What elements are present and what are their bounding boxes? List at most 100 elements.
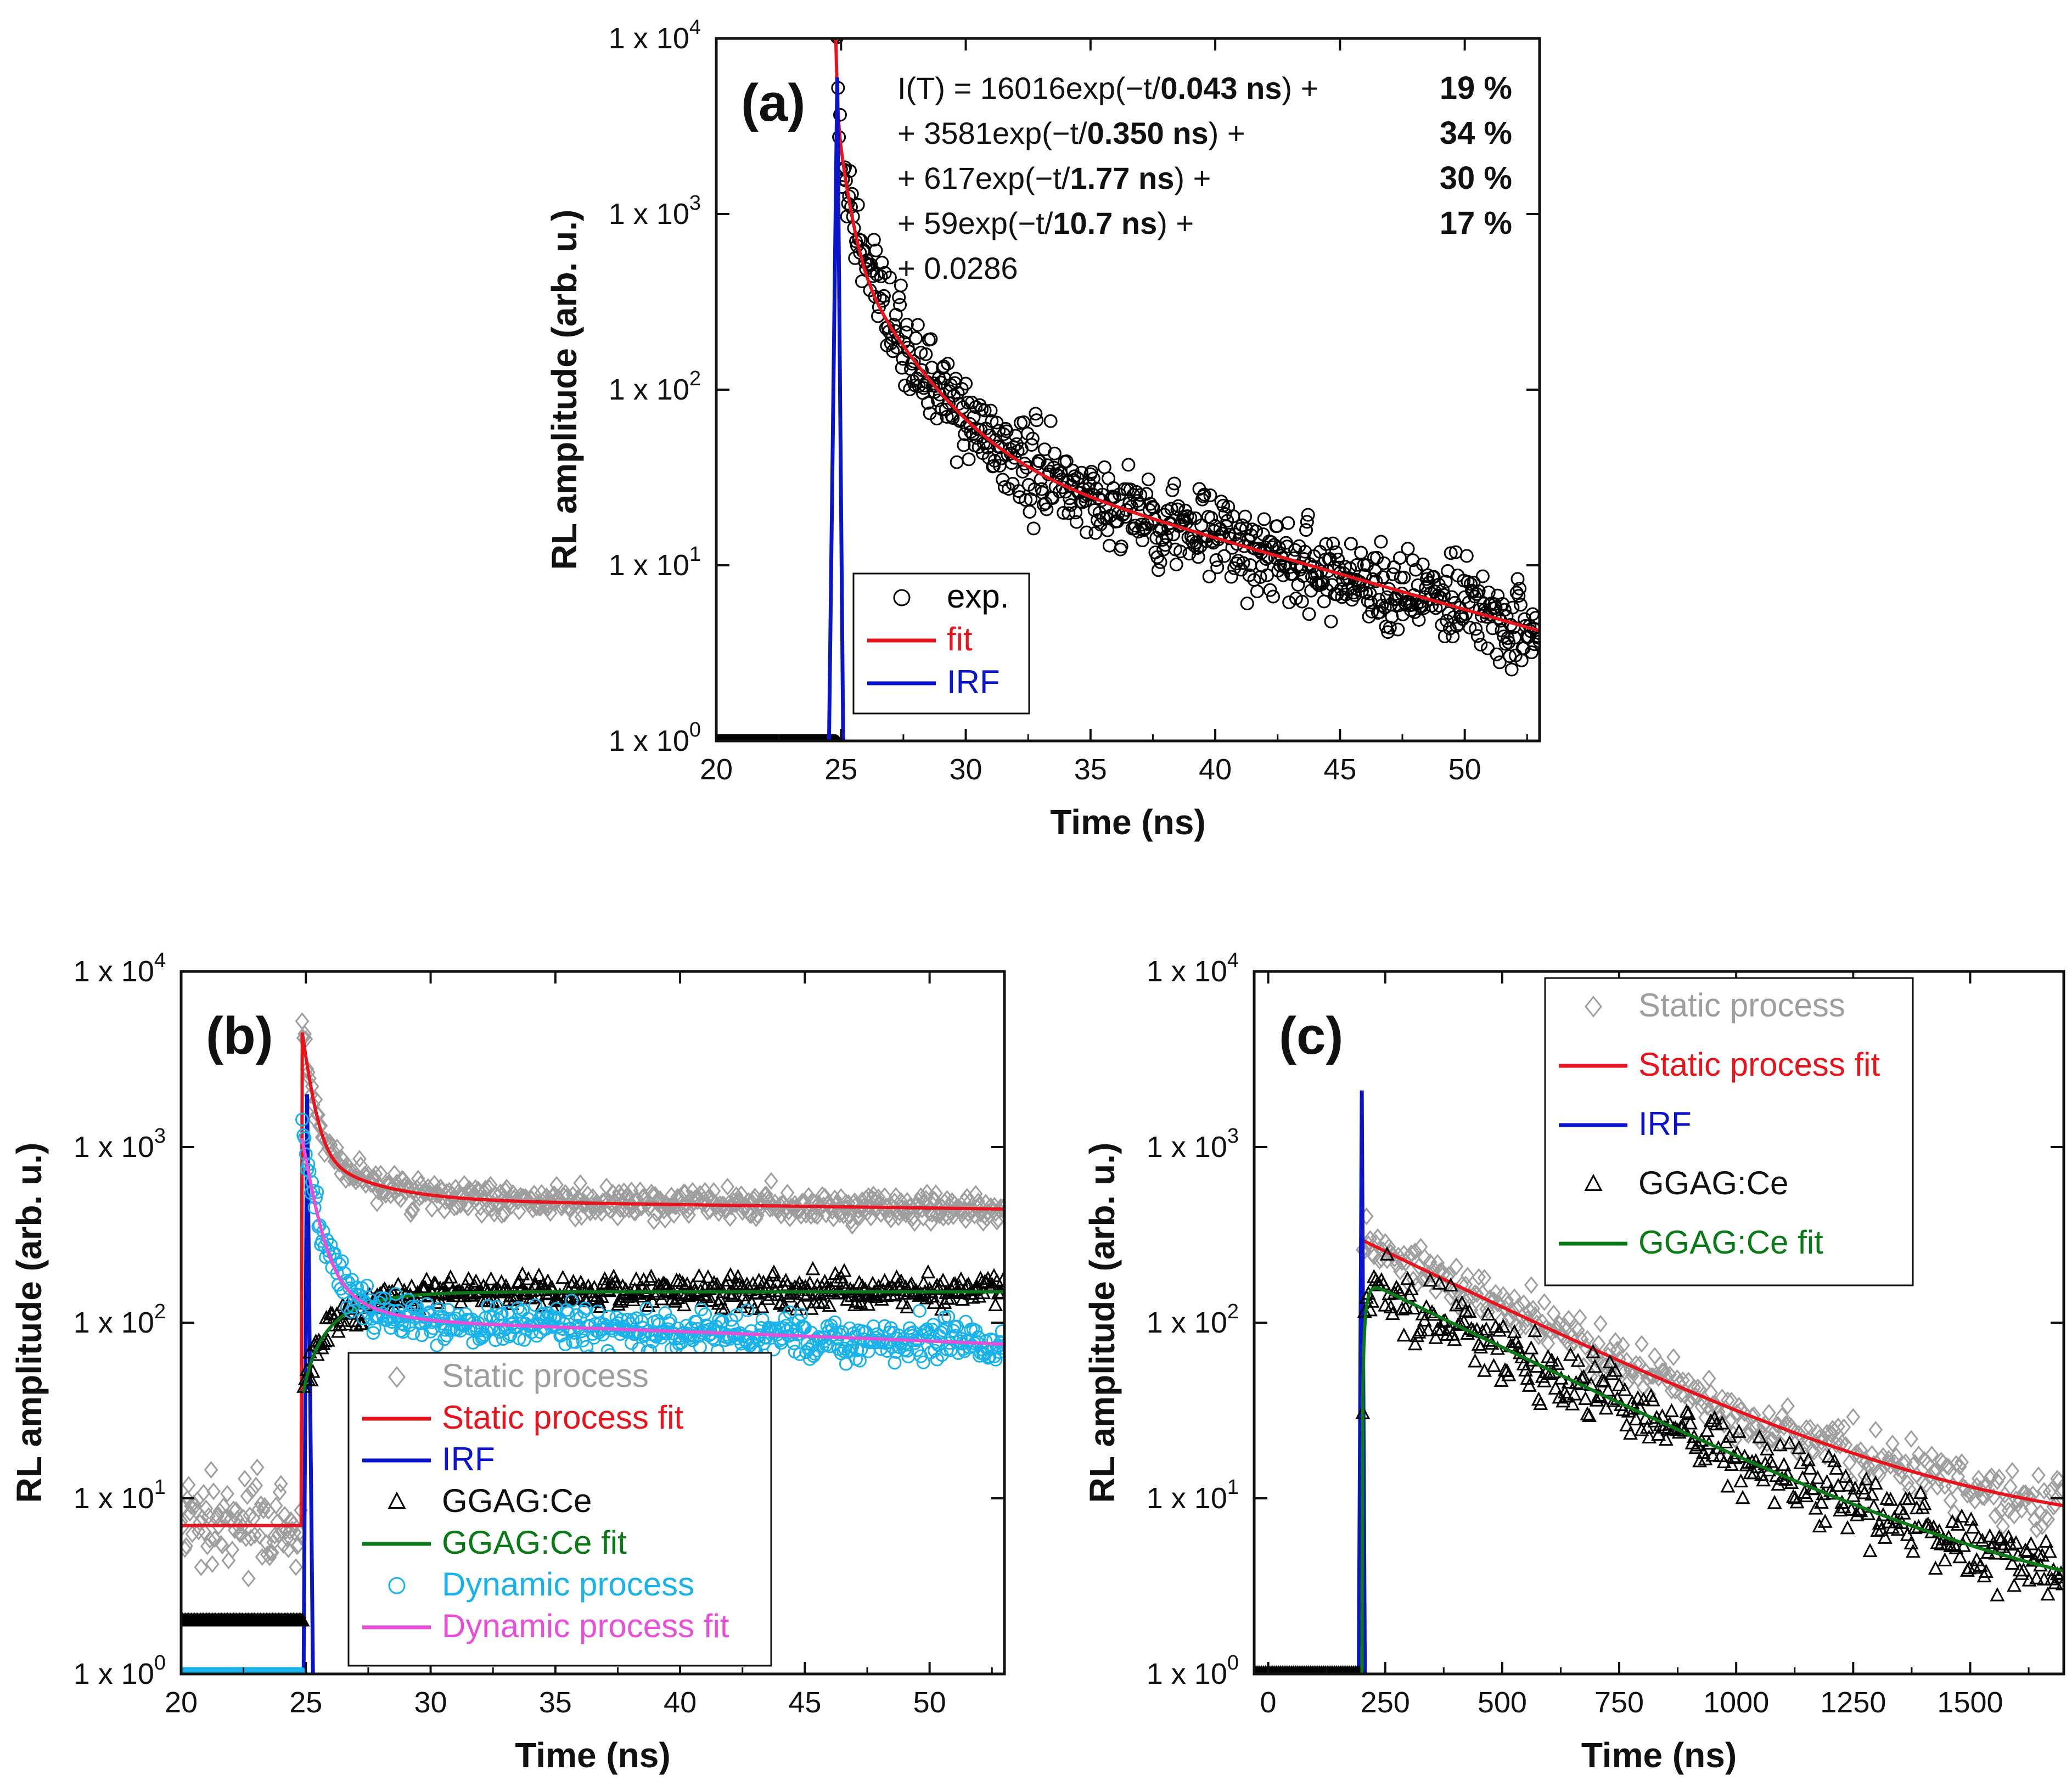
data-point (1467, 1353, 1483, 1368)
y-tick-exponent: 4 (1227, 949, 1239, 972)
data-point (1730, 1445, 1745, 1460)
data-point (1623, 1425, 1638, 1440)
data-point (1857, 1485, 1872, 1499)
data-point (484, 1271, 499, 1285)
data-point (729, 1308, 743, 1323)
data-point (1219, 519, 1233, 533)
data-point (1165, 483, 1180, 497)
data-point (488, 1333, 503, 1347)
x-tick-label: 20 (700, 753, 733, 786)
data-point (950, 455, 964, 469)
fit-equation: I(T) = 16016exp(−t/0.043 ns) +19 %+ 3581… (897, 70, 1512, 285)
data-point (1784, 1475, 1799, 1490)
data-point (490, 1300, 504, 1314)
data-point (1404, 1244, 1419, 1262)
data-point (289, 1558, 304, 1576)
data-point (808, 1198, 823, 1216)
data-point (272, 1483, 287, 1501)
data-point (1608, 1332, 1623, 1350)
data-point (1683, 1415, 1698, 1430)
data-point (1159, 530, 1173, 544)
data-point (1509, 586, 1524, 600)
x-tick-label: 500 (1478, 1686, 1527, 1719)
data-point (1371, 1228, 1385, 1246)
data-point (181, 1512, 188, 1531)
data-point (808, 1347, 822, 1361)
data-point (1173, 544, 1187, 559)
data-point (235, 1517, 250, 1535)
equation-line: + 0.0286 (897, 251, 1018, 285)
data-point (185, 1525, 200, 1543)
data-point (900, 1299, 915, 1313)
data-point (295, 1612, 310, 1627)
legend-label: Dynamic process fit (442, 1608, 729, 1644)
data-point (1584, 1367, 1598, 1385)
data-point (1069, 515, 1083, 529)
data-point (597, 1271, 613, 1285)
y-tick-exponent: 0 (154, 1651, 166, 1674)
data-point (419, 1271, 434, 1286)
data-point (1629, 1355, 1643, 1373)
data-point (930, 1352, 944, 1367)
data-point (1373, 605, 1387, 619)
y-tick-label: 1 x 100 (1147, 1651, 1239, 1690)
data-point (1900, 1474, 1915, 1492)
data-point (1764, 1431, 1778, 1449)
data-point (1524, 1276, 1538, 1294)
data-point (714, 1300, 729, 1314)
data-point (1288, 543, 1302, 557)
data-point (205, 1555, 220, 1573)
data-point (265, 1543, 279, 1562)
data-point (894, 278, 908, 293)
data-point (1153, 555, 1167, 569)
series-static-process-fit (1361, 1238, 2064, 1508)
data-point (1558, 1317, 1573, 1335)
x-tick-label: 30 (950, 753, 982, 786)
data-point (1344, 537, 1358, 551)
equation-percentage: 19 % (1440, 70, 1512, 106)
data-point (1585, 1344, 1601, 1358)
data-point (2023, 1536, 2039, 1550)
data-point (993, 1335, 1004, 1349)
data-point (787, 1336, 801, 1351)
data-point (564, 1294, 579, 1308)
data-point (1299, 523, 1313, 537)
data-point (1954, 1508, 1969, 1523)
data-point (461, 1199, 475, 1217)
data-point (2036, 1571, 2052, 1586)
data-point (1191, 550, 1205, 564)
data-point (981, 1351, 995, 1365)
data-point (1266, 589, 1281, 604)
y-tick-exponent: 3 (689, 192, 701, 215)
data-point (1012, 484, 1026, 498)
y-tick-label: 1 x 100 (74, 1651, 166, 1690)
data-point (967, 410, 981, 424)
data-point (1666, 1348, 1681, 1366)
data-point (344, 1162, 358, 1181)
data-point (900, 1344, 914, 1358)
data-point (521, 1271, 536, 1285)
legend-swatch (388, 1366, 406, 1388)
y-tick-label: 1 x 102 (609, 367, 701, 406)
data-point (578, 1301, 592, 1316)
data-point (964, 395, 979, 409)
data-point (1423, 1272, 1438, 1287)
data-point (340, 1300, 354, 1314)
data-point (1862, 1543, 1878, 1558)
data-point (1973, 1558, 1988, 1572)
data-point (430, 1338, 444, 1352)
legend-entry: Static process (1585, 987, 1845, 1024)
x-tick-label: 750 (1594, 1686, 1644, 1719)
data-point (1629, 1411, 1644, 1426)
data-point (1971, 1469, 1986, 1488)
data-point (207, 1530, 222, 1548)
data-point (1263, 583, 1277, 597)
data-point (1210, 560, 1225, 575)
data-point (972, 1288, 987, 1303)
data-point (1151, 563, 1165, 577)
data-point (277, 1505, 292, 1524)
data-point (1905, 1543, 1921, 1558)
legend-label: GGAG:Ce (1638, 1165, 1788, 1201)
legend-entry: IRF (1559, 1105, 1692, 1142)
data-point (1074, 465, 1088, 480)
